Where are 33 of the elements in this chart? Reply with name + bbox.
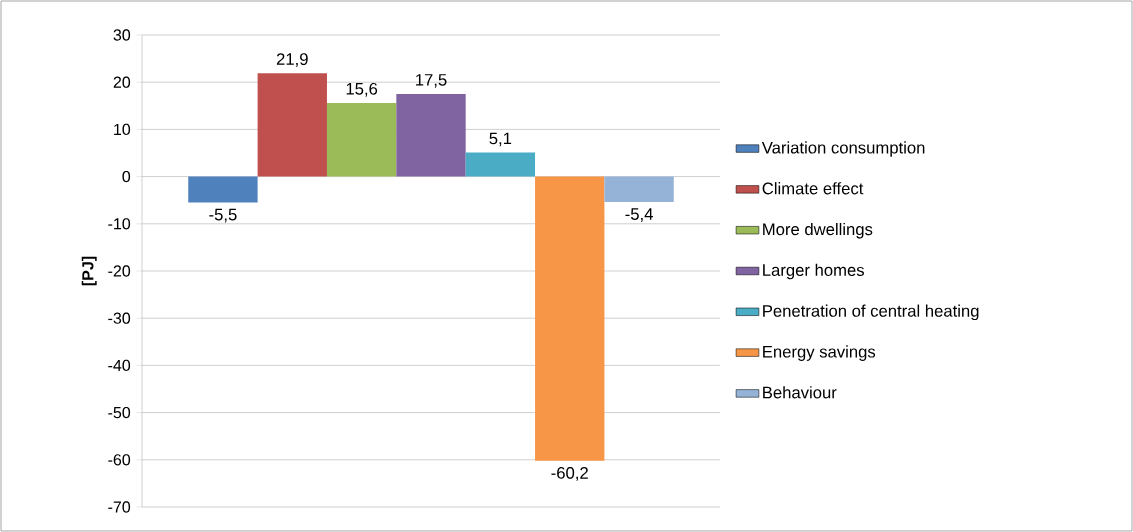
bar — [604, 176, 674, 203]
bar — [188, 176, 258, 203]
y-tick-label: -60 — [108, 454, 131, 466]
y-tick-label: 0 — [122, 170, 131, 183]
y-axis-title: [PJ] — [81, 256, 97, 286]
bar — [535, 176, 605, 461]
data-label: -60,2 — [551, 467, 588, 481]
data-label: -5,4 — [625, 208, 653, 222]
data-label: 17,5 — [416, 74, 447, 88]
bar — [396, 93, 466, 177]
y-tick-label: -40 — [108, 359, 131, 372]
data-label: 15,6 — [346, 82, 378, 97]
y-tick-label: -50 — [108, 406, 131, 419]
legend-label: Variation consumption — [761, 141, 925, 157]
legend-label: Behaviour — [763, 386, 837, 399]
y-tick-label: 10 — [114, 123, 131, 136]
bar — [326, 102, 397, 177]
legend-label: Penetration of central heating — [763, 304, 979, 321]
legend-label: Climate effect — [762, 182, 864, 195]
y-tick-label: 30 — [113, 29, 131, 41]
y-tick-label: -30 — [108, 312, 131, 324]
legend-label: Larger homes — [763, 263, 864, 280]
y-tick-label: -10 — [108, 218, 131, 230]
legend-label: Energy savings — [763, 345, 876, 361]
y-tick-label: -70 — [108, 501, 131, 513]
data-label: -5,5 — [209, 208, 237, 223]
data-label: 21,9 — [276, 53, 308, 67]
bar — [465, 152, 536, 177]
bar — [257, 73, 327, 177]
legend-label: More dwellings — [763, 222, 873, 239]
y-tick-label: -20 — [108, 265, 131, 277]
y-tick-label: 20 — [113, 76, 131, 88]
data-label: 5,1 — [489, 132, 512, 147]
